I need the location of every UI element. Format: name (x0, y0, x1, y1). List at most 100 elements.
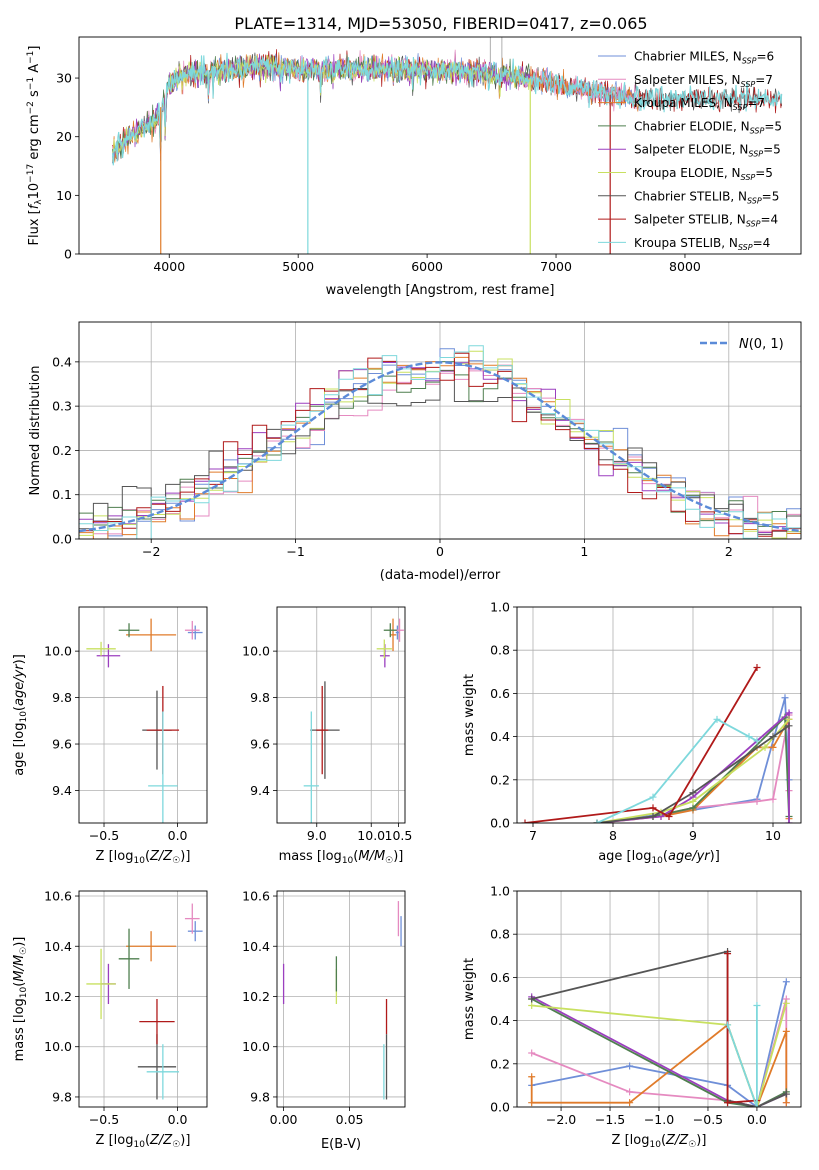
x-tick-label: −1 (286, 544, 304, 559)
series-marker (769, 743, 777, 751)
x-tick-label: 8000 (669, 259, 701, 274)
series-marker (782, 1027, 790, 1035)
residuals-plot-area (79, 345, 801, 539)
errorbar-salpeter_elodie (96, 644, 121, 668)
series-marker (753, 663, 761, 671)
normal-curve (79, 361, 801, 533)
y-tick-label: 9.8 (250, 1089, 270, 1104)
x-tick-label: 10.0 (357, 828, 385, 843)
x-tick-label: −2.0 (546, 1112, 576, 1127)
x-tick-label: −0.5 (89, 828, 119, 843)
series-marker (785, 819, 793, 823)
y-tick-label: 10.6 (242, 889, 270, 904)
x-tick-label: −2 (142, 544, 160, 559)
series-marker (649, 813, 657, 821)
mass-vs-ebv-x-label: E(B-V) (321, 1137, 361, 1152)
y-tick-label: 1.0 (490, 884, 510, 899)
x-tick-label: 5000 (282, 259, 314, 274)
y-tick-label: 0.3 (52, 399, 72, 414)
series-line (524, 667, 758, 823)
massweight-vs-age-y-label: mass weight (462, 674, 477, 756)
series-marker (649, 793, 657, 801)
y-tick-label: 0.1 (52, 487, 72, 502)
massweight-vs-z-x-label: Z [log10(Z/Z☉)] (612, 1133, 707, 1150)
x-tick-label: 9 (689, 828, 697, 843)
errorbar-kroupa_stelib (148, 711, 178, 823)
mass-vs-z-plot-area (86, 903, 203, 1100)
series-line (726, 1005, 758, 1107)
series-marker (724, 1099, 732, 1107)
series-kroupa_stelib (724, 1001, 761, 1107)
x-tick-label: 0.0 (168, 828, 188, 843)
axes-frame (276, 890, 406, 1108)
x-tick-label: −0.5 (693, 1112, 723, 1127)
residuals-x-label: (data-model)/error (380, 568, 501, 583)
x-tick-label: 0.05 (336, 1112, 364, 1127)
mass-vs-z-y-label: mass [log10(M/M☉)] (12, 937, 29, 1062)
series-marker (713, 715, 721, 723)
series-marker (782, 978, 790, 986)
x-tick-label: 10 (765, 828, 781, 843)
series-marker (528, 1001, 536, 1009)
y-tick-label: 1.0 (490, 600, 510, 615)
x-tick-label: −0.5 (89, 1112, 119, 1127)
series-marker (782, 1090, 790, 1098)
y-tick-label: 9.4 (52, 783, 72, 798)
series-marker (761, 743, 769, 751)
massweight-vs-age-x-label: age [log10(age/yr)] (598, 849, 720, 866)
series-marker (753, 797, 761, 805)
x-tick-label: 10.5 (385, 828, 413, 843)
y-tick-label: 10.2 (242, 989, 270, 1004)
errorbar-kroupa_stelib (303, 711, 319, 823)
y-tick-label: 10.2 (44, 989, 72, 1004)
x-tick-label: 9.0 (307, 828, 327, 843)
age-vs-mass-plot-area (303, 618, 404, 823)
axes-frame (516, 606, 802, 824)
residuals-y-label: Normed distribution (28, 366, 43, 496)
x-tick-label: 0.0 (747, 1112, 767, 1127)
errorbar-kroupa_elodie (376, 639, 392, 659)
errorbar-kroupa_elodie (86, 641, 116, 656)
x-tick-label: 2 (725, 544, 733, 559)
series-marker (785, 715, 793, 723)
series-marker (753, 737, 761, 745)
legend-entry-normal: N(0, 1) (739, 337, 784, 352)
series-marker (665, 813, 673, 821)
histogram-kroupa_stelib (79, 345, 801, 539)
legend-entry-kroupa_elodie: Kroupa ELODIE, NSSP=5 (634, 166, 773, 182)
mass-vs-ebv-axes: 0.00 0.05 9.8 10.0 10.2 10.4 10.6 E(B-V) (242, 889, 406, 1152)
residuals-legend: N(0, 1) (700, 337, 784, 352)
x-tick-label: 0.00 (270, 1112, 298, 1127)
age-vs-z-plot-area (86, 618, 203, 823)
axes-frame (78, 606, 208, 824)
series-marker (781, 694, 789, 702)
series-line (726, 953, 757, 1104)
x-tick-label: 0 (436, 544, 444, 559)
mass-vs-z-x-label: Z [log10(Z/Z☉)] (96, 1133, 191, 1150)
y-tick-label: 0.4 (52, 354, 72, 369)
errorbar-salpeter_miles (184, 903, 200, 934)
errorbar-kroupa_miles (126, 618, 177, 652)
errorbar-kroupa_stelib (146, 1044, 180, 1100)
x-tick-label: 7000 (540, 259, 572, 274)
legend-entry-salpeter_stelib: Salpeter STELIB, NSSP=4 (634, 213, 778, 229)
x-tick-label: 1 (580, 544, 588, 559)
x-tick-label: 0.0 (168, 1112, 188, 1127)
series-line (531, 998, 787, 1107)
y-tick-label: 0.0 (52, 532, 72, 547)
y-tick-label: 0.4 (490, 729, 510, 744)
series-salpeter_stelib (521, 663, 761, 823)
y-tick-label: 10.0 (44, 1039, 72, 1054)
legend-entry-kroupa_stelib: Kroupa STELIB, NSSP=4 (634, 236, 770, 252)
y-tick-label: 0 (64, 247, 72, 262)
y-tick-label: 30 (56, 71, 72, 86)
series-marker (785, 722, 793, 730)
legend-entry-chabrier_miles: Chabrier MILES, NSSP=6 (634, 50, 774, 66)
x-tick-label: −1.0 (644, 1112, 674, 1127)
figure-title: PLATE=1314, MJD=53050, FIBERID=0417, z=0… (234, 14, 647, 33)
series-marker (724, 950, 732, 958)
series-marker (689, 804, 697, 812)
age-vs-z-x-label: Z [log10(Z/Z☉)] (96, 849, 191, 866)
x-tick-label: 7 (529, 828, 537, 843)
series-marker (753, 1103, 761, 1107)
